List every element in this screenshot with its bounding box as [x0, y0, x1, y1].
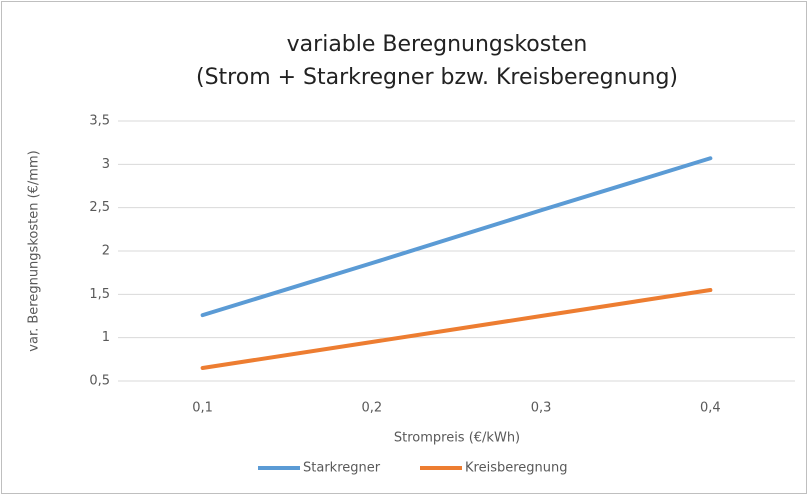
- legend-label: Starkregner: [303, 461, 381, 476]
- y-tick-label: 1,5: [89, 287, 110, 302]
- series-line: [200, 288, 713, 370]
- y-tick-label: 2: [102, 244, 110, 259]
- chart-title: variable Beregnungskosten: [287, 32, 588, 57]
- chart-title: (Strom + Starkregner bzw. Kreisberegnung…: [196, 65, 678, 90]
- legend-label: Kreisberegnung: [465, 461, 568, 476]
- y-tick-label: 2,5: [89, 200, 110, 215]
- y-tick-label: 3,5: [89, 114, 110, 129]
- x-tick-label: 0,4: [700, 401, 721, 416]
- x-tick-label: 0,3: [531, 401, 552, 416]
- x-tick-label: 0,1: [192, 401, 213, 416]
- x-axis-label: Strompreis (€/kWh): [394, 431, 520, 446]
- x-tick-label: 0,2: [362, 401, 383, 416]
- y-tick-label: 1: [102, 330, 110, 345]
- y-tick-label: 0,5: [89, 374, 110, 389]
- series-line: [200, 156, 713, 318]
- y-axis-label: var. Beregnungskosten (€/mm): [27, 150, 42, 351]
- y-tick-label: 3: [102, 157, 110, 172]
